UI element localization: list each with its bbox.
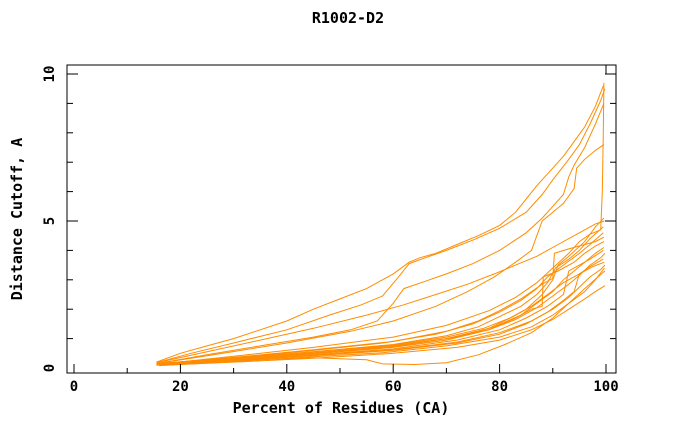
model-curve-model-17 <box>159 270 606 366</box>
chart-title: R1002-D2 <box>312 9 384 27</box>
y-axis-label: Distance Cutoff, A <box>8 138 26 301</box>
model-curve-model-20 <box>159 285 606 366</box>
x-tick-label: 0 <box>70 379 78 395</box>
model-curve-model-04 <box>156 144 605 365</box>
model-curve-model-12 <box>156 252 606 365</box>
model-curve-model-15 <box>159 264 606 366</box>
x-tick-label: 40 <box>278 379 295 395</box>
model-curve-model-09 <box>156 241 605 366</box>
model-curve-model-03 <box>156 103 605 365</box>
axis-ticks <box>67 65 616 373</box>
y-tick-label: 5 <box>42 217 58 225</box>
model-curve-model-05 <box>156 82 605 365</box>
model-curve-model-18 <box>156 236 605 365</box>
plot-frame <box>66 64 617 374</box>
model-curve-model-01 <box>156 85 604 363</box>
model-curve-model-02 <box>156 88 606 364</box>
model-curve-model-16 <box>159 267 605 367</box>
x-tick-label: 80 <box>491 379 508 395</box>
x-tick-label: 60 <box>385 379 402 395</box>
model-curves <box>156 82 606 367</box>
frame-rect <box>66 64 617 374</box>
x-axis-label: Percent of Residues (CA) <box>233 399 450 417</box>
model-curve-model-08 <box>156 232 604 365</box>
y-tick-label: 10 <box>42 66 58 83</box>
x-tick-label: 100 <box>593 379 618 395</box>
y-tick-label: 0 <box>42 364 58 372</box>
model-curve-model-07 <box>156 226 604 365</box>
tick-labels: 0 20 40 60 80 100 0 5 10 <box>42 66 619 395</box>
model-curve-model-14 <box>159 261 605 365</box>
model-curve-model-19 <box>156 220 605 364</box>
x-tick-label: 20 <box>172 379 189 395</box>
